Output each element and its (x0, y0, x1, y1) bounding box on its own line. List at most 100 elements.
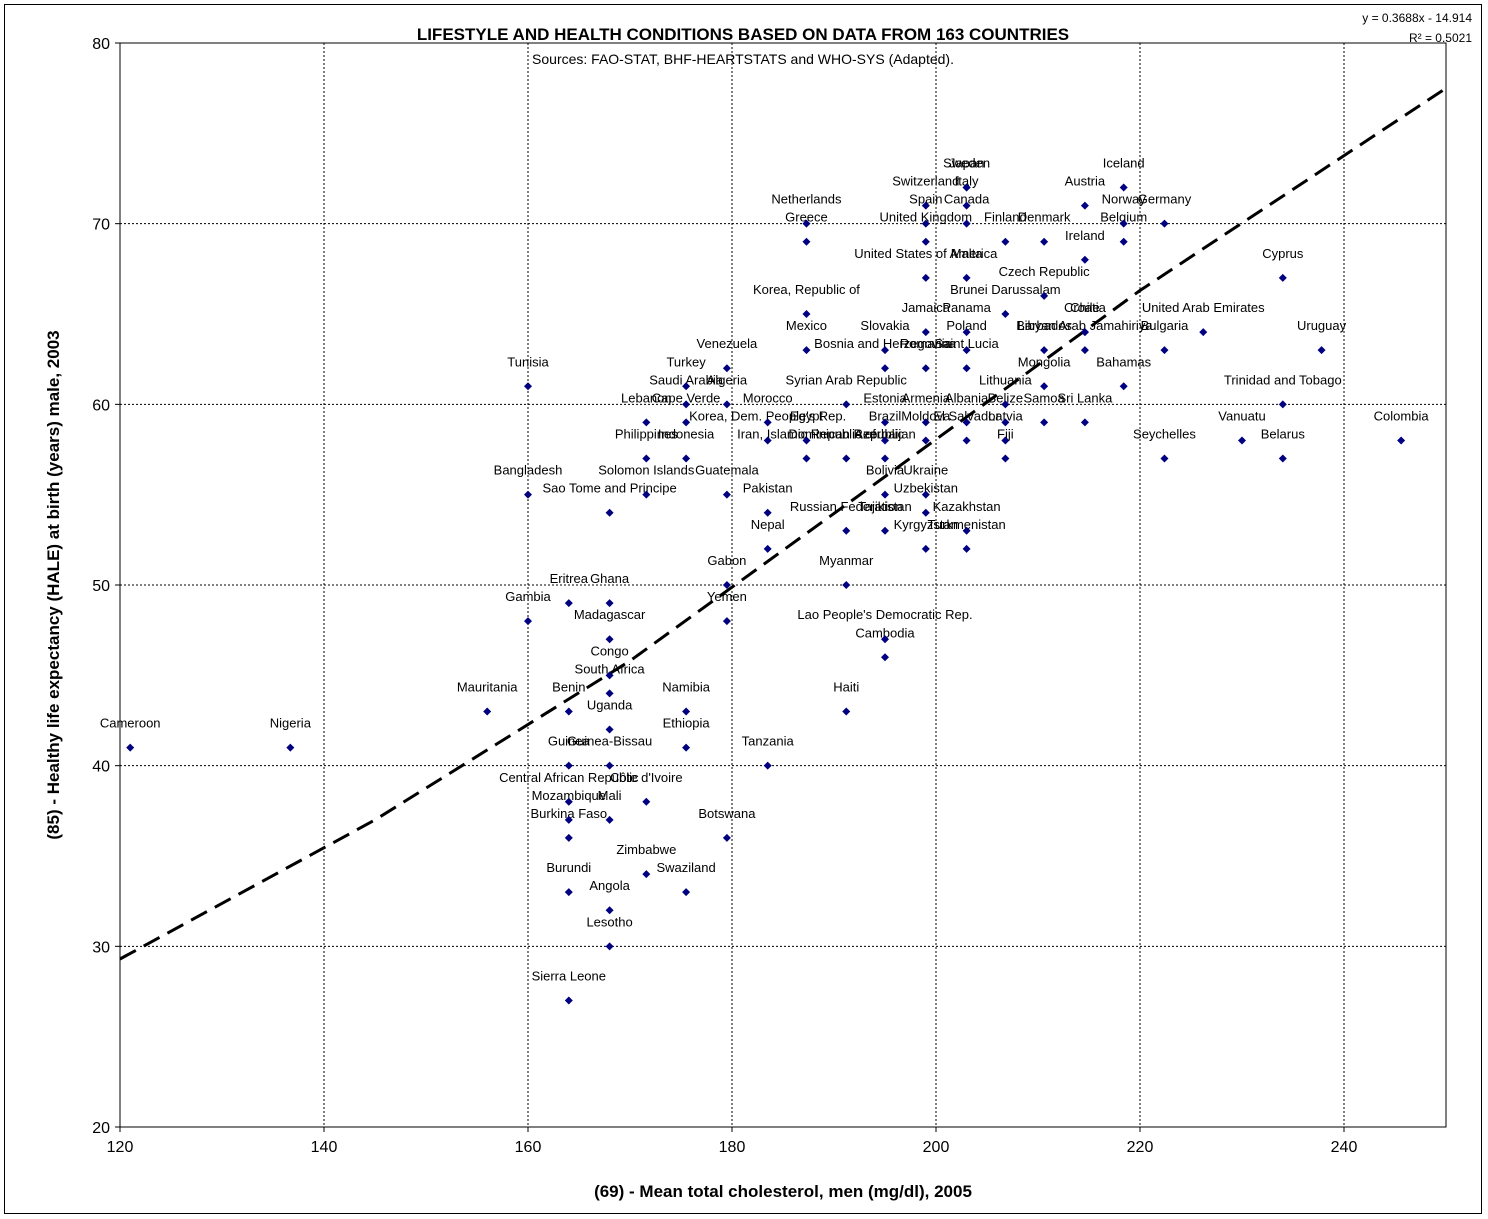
data-point (564, 833, 573, 842)
y-tick-label: 40 (92, 759, 110, 776)
point-label: Bosnia and Herzegovina (814, 336, 956, 351)
data-point (1040, 291, 1049, 300)
data-point (524, 382, 532, 391)
x-tick-label: 160 (515, 1139, 542, 1156)
data-point (642, 490, 651, 499)
x-tick-label: 140 (311, 1139, 338, 1156)
data-point (962, 183, 971, 192)
data-point (802, 436, 811, 445)
data-point (962, 201, 971, 210)
point-label: Vanuatu (1218, 408, 1265, 423)
point-label: Lao People's Democratic Rep. (797, 607, 972, 622)
point-label: Namibia (662, 679, 710, 694)
point-label: Solomon Islands (598, 463, 695, 478)
point-label: Chile (1070, 300, 1100, 315)
data-point (564, 707, 573, 716)
point-label: Seychelles (1133, 427, 1196, 442)
data-point (1001, 237, 1010, 246)
data-point (1040, 237, 1049, 246)
data-point (1160, 219, 1169, 228)
y-tick-label: 20 (92, 1120, 110, 1137)
data-point (564, 888, 573, 897)
point-label: Ukraine (903, 463, 948, 478)
point-label: Nigeria (270, 716, 312, 731)
data-point (1278, 273, 1287, 282)
point-label: Burundi (546, 860, 591, 875)
point-label: Ghana (590, 571, 630, 586)
point-label: Ethiopia (663, 716, 711, 731)
data-point (605, 906, 614, 915)
x-tick-label: 240 (1331, 1139, 1358, 1156)
data-point (962, 364, 971, 373)
data-point (763, 761, 772, 770)
point-label: Saint Lucia (934, 336, 999, 351)
x-tick-label: 180 (719, 1139, 746, 1156)
point-label: Lesotho (586, 914, 632, 929)
data-point (1119, 382, 1128, 391)
x-tick-label: 200 (923, 1139, 950, 1156)
data-point (605, 689, 614, 698)
data-point (564, 599, 573, 608)
data-point (1278, 400, 1287, 409)
data-point (802, 346, 811, 355)
point-label: Tanzania (742, 734, 795, 749)
point-label: Yemen (707, 589, 747, 604)
point-label: Cape Verde (652, 390, 721, 405)
point-label: Azerbaijan (854, 427, 915, 442)
data-point (881, 364, 889, 373)
chart-title: LIFESTYLE AND HEALTH CONDITIONS BASED ON… (417, 25, 1069, 44)
data-point (921, 436, 930, 445)
data-point (1119, 183, 1128, 192)
point-label: Panama (942, 300, 991, 315)
point-label: Lebanon (621, 390, 672, 405)
point-label: Cambodia (855, 625, 915, 640)
data-point (962, 544, 971, 553)
data-point (962, 526, 971, 535)
chart-frame (4, 4, 1482, 1214)
data-point (1397, 436, 1406, 445)
point-label: Benin (552, 679, 585, 694)
data-point (605, 635, 614, 644)
y-tick-label: 70 (92, 217, 110, 234)
point-label: Cyprus (1262, 246, 1304, 261)
data-point (763, 436, 772, 445)
x-tick-label: 120 (107, 1139, 134, 1156)
x-axis-title: (69) - Mean total cholesterol, men (mg/d… (594, 1182, 972, 1201)
data-point (1001, 310, 1010, 318)
data-point (642, 870, 651, 879)
data-point (1040, 382, 1049, 391)
data-point (921, 273, 930, 282)
y-axis-title: (85) - Healthy life expectancy (HALE) at… (44, 330, 63, 839)
point-label: Greece (785, 210, 828, 225)
data-point (1040, 346, 1049, 355)
data-point (921, 201, 930, 210)
point-label: Belgium (1100, 210, 1147, 225)
point-label: Jamaica (902, 300, 951, 315)
point-label: Syrian Arab Republic (786, 372, 908, 387)
data-point (921, 364, 930, 373)
point-label: Cameroon (100, 716, 161, 731)
point-label: United States of America (854, 246, 998, 261)
point-label: Saudi Arabia (649, 372, 723, 387)
data-point (1080, 418, 1089, 427)
point-label: Mauritania (457, 679, 518, 694)
chart-subtitle: Sources: FAO-STAT, BHF-HEARTSTATS and WH… (532, 51, 954, 67)
data-point (802, 310, 811, 318)
data-point (126, 743, 135, 752)
data-point (722, 581, 731, 589)
point-label: Armenia (902, 390, 951, 405)
data-point (722, 400, 731, 409)
data-point (1119, 219, 1128, 228)
data-point (642, 418, 651, 427)
data-point (842, 581, 851, 589)
data-point (564, 996, 573, 1005)
point-label: Trinidad and Tobago (1224, 372, 1342, 387)
data-point (722, 617, 731, 626)
point-label: Switzerland (892, 174, 959, 189)
data-point (881, 653, 889, 662)
point-label: Bulgaria (1141, 318, 1189, 333)
point-label: Congo (590, 643, 628, 658)
data-point (1001, 418, 1010, 427)
data-point (564, 797, 573, 806)
data-point (881, 436, 889, 445)
